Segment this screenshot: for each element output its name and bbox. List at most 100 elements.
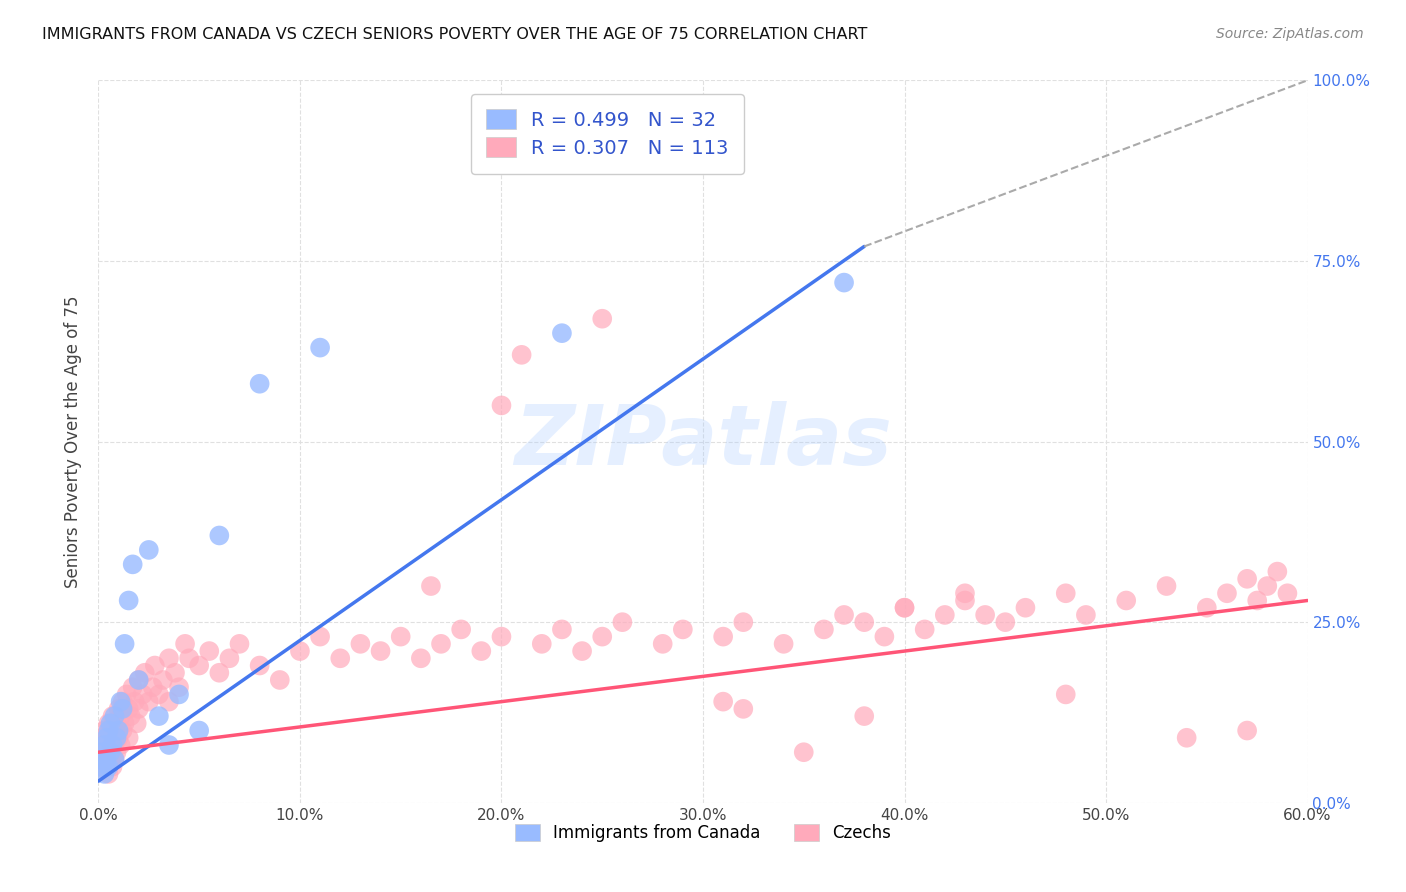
Point [974, 607, 997, 622]
Point [100, 745, 122, 759]
Point [893, 600, 915, 615]
Point [188, 658, 211, 673]
Point [110, 738, 132, 752]
Point [733, 615, 755, 630]
Point [711, 630, 734, 644]
Point [97, 767, 120, 781]
Point [329, 651, 352, 665]
Point [128, 673, 150, 687]
Point [167, 680, 190, 694]
Point [134, 665, 156, 680]
Point [103, 723, 125, 738]
Point [124, 695, 146, 709]
Point [93, 738, 115, 752]
Point [994, 615, 1017, 630]
Point [934, 607, 956, 622]
Point [309, 341, 332, 355]
Point [218, 651, 240, 665]
Point [198, 644, 221, 658]
Text: IMMIGRANTS FROM CANADA VS CZECH SENIORS POVERTY OVER THE AGE OF 75 CORRELATION C: IMMIGRANTS FROM CANADA VS CZECH SENIORS … [42, 27, 868, 42]
Point [591, 311, 613, 326]
Point [1074, 607, 1097, 622]
Point [100, 731, 122, 745]
Point [111, 702, 134, 716]
Point [114, 637, 136, 651]
Point [1054, 687, 1077, 701]
Point [148, 709, 170, 723]
Point [1156, 579, 1178, 593]
Point [120, 709, 142, 723]
Point [157, 695, 180, 709]
Point [96, 752, 118, 766]
Text: Source: ZipAtlas.com: Source: ZipAtlas.com [1216, 27, 1364, 41]
Point [143, 658, 166, 673]
Point [873, 630, 896, 644]
Point [110, 695, 132, 709]
Point [163, 665, 186, 680]
Point [105, 716, 128, 731]
Point [733, 702, 755, 716]
Point [138, 695, 160, 709]
Point [1236, 723, 1258, 738]
Point [118, 702, 141, 716]
Text: ZIPatlas: ZIPatlas [515, 401, 891, 482]
Point [510, 348, 533, 362]
Point [152, 673, 174, 687]
Point [89, 760, 111, 774]
Point [389, 630, 412, 644]
Point [208, 665, 231, 680]
Point [100, 752, 122, 766]
Point [103, 752, 125, 766]
Point [148, 687, 170, 701]
Point [551, 326, 574, 340]
Point [91, 745, 114, 759]
Point [93, 723, 115, 738]
Point [115, 687, 138, 701]
Point [96, 731, 118, 745]
Point [409, 651, 432, 665]
Point [110, 709, 132, 723]
Point [111, 723, 134, 738]
Point [114, 716, 136, 731]
Point [118, 593, 141, 607]
Point [105, 745, 128, 759]
Point [1054, 586, 1077, 600]
Point [128, 702, 150, 716]
Point [97, 760, 120, 774]
Point [101, 760, 124, 774]
Point [571, 644, 593, 658]
Point [103, 738, 125, 752]
Point [591, 630, 613, 644]
Point [491, 398, 513, 412]
Point [450, 623, 472, 637]
Point [288, 644, 311, 658]
Point [530, 637, 553, 651]
Point [91, 731, 114, 745]
Point [953, 586, 976, 600]
Point [1014, 600, 1036, 615]
Point [249, 376, 271, 391]
Point [228, 637, 250, 651]
Point [491, 630, 513, 644]
Point [97, 723, 120, 738]
Point [893, 600, 915, 615]
Point [813, 623, 835, 637]
Point [188, 723, 211, 738]
Point [1115, 593, 1137, 607]
Point [89, 738, 111, 752]
Point [138, 542, 160, 557]
Point [96, 752, 118, 766]
Point [107, 731, 129, 745]
Y-axis label: Seniors Poverty Over the Age of 75: Seniors Poverty Over the Age of 75 [65, 295, 83, 588]
Point [107, 723, 129, 738]
Point [142, 680, 165, 694]
Point [100, 716, 122, 731]
Point [121, 558, 143, 572]
Point [125, 716, 148, 731]
Point [1246, 593, 1268, 607]
Point [101, 738, 124, 752]
Point [157, 738, 180, 752]
Point [551, 623, 574, 637]
Point [174, 637, 197, 651]
Point [1236, 572, 1258, 586]
